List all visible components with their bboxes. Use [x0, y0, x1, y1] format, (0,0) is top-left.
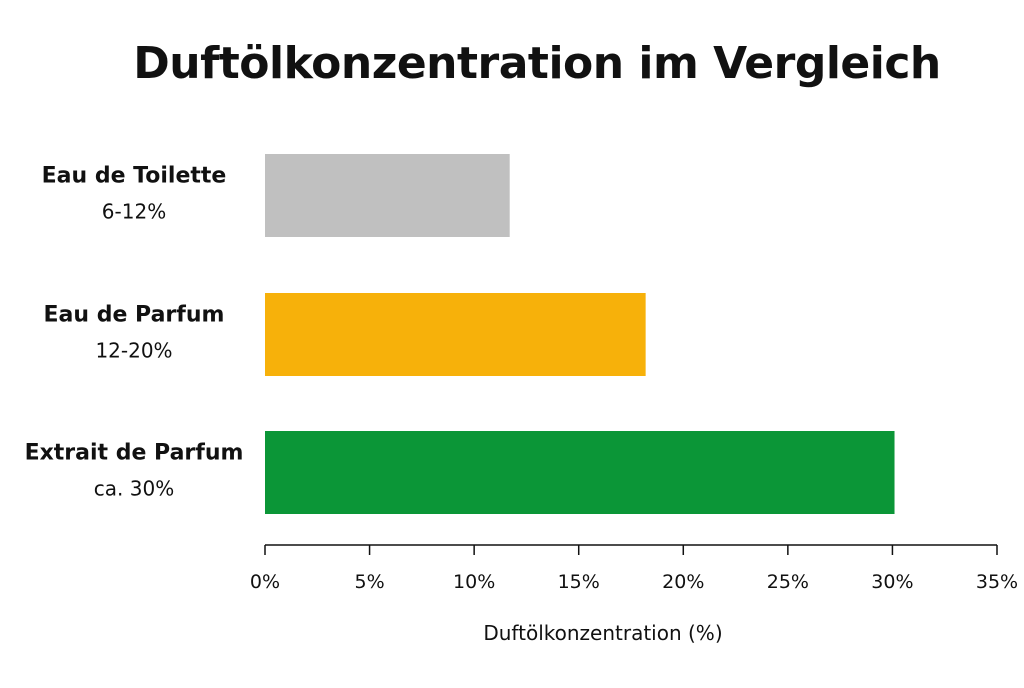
x-tick-label: 25%: [767, 571, 809, 593]
category-range-extrait-de-parfum: ca. 30%: [94, 477, 174, 501]
category-label-extrait-de-parfum: Extrait de Parfum: [25, 441, 244, 466]
x-tick-label: 5%: [354, 571, 384, 593]
bar-eau-de-toilette: [265, 154, 510, 237]
bar-extrait-de-parfum: [265, 431, 895, 514]
bar-eau-de-parfum: [265, 293, 646, 376]
category-labels-layer: Eau de Toilette 6-12% Eau de Parfum 12-20% E…: [25, 164, 244, 501]
category-label-eau-de-toilette: Eau de Toilette: [42, 164, 227, 189]
x-tick-label: 35%: [976, 571, 1018, 593]
category-label-eau-de-parfum: Eau de Parfum: [44, 303, 225, 328]
category-range-eau-de-parfum: 12-20%: [95, 339, 172, 363]
x-axis: 0% 5% 10% 15% 20% 25% 30% 35%: [250, 544, 1018, 593]
x-tick-label: 15%: [558, 571, 600, 593]
x-tick-label: 10%: [453, 571, 495, 593]
x-tick-label: 30%: [871, 571, 913, 593]
x-tick-label: 0%: [250, 571, 280, 593]
x-axis-title: Duftölkonzentration (%): [483, 621, 722, 645]
bars-layer: [265, 154, 895, 514]
chart-title: Duftölkonzentration im Vergleich: [133, 38, 941, 89]
x-tick-label: 20%: [662, 571, 704, 593]
category-range-eau-de-toilette: 6-12%: [102, 200, 166, 224]
